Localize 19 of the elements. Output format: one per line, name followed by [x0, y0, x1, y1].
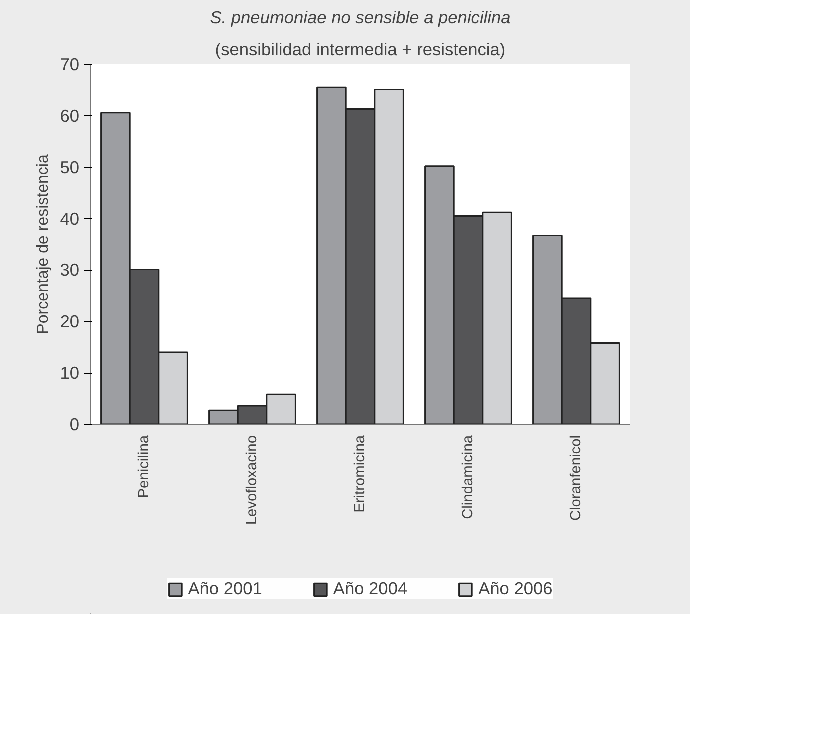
x-tick-label: Levofloxacino	[244, 435, 260, 526]
legend-label: Año 2001	[188, 578, 262, 600]
y-tick-label: 50	[60, 157, 80, 178]
x-tick-label: Penicilina	[136, 434, 152, 498]
y-tick-label: 30	[60, 260, 80, 280]
y-tick-label: 40	[60, 208, 80, 229]
y-tick-label: 0	[70, 414, 80, 434]
x-tick-label: Eritromicina	[352, 434, 368, 513]
x-tick-label: Clindamicina	[460, 434, 476, 520]
y-tick-label: 60	[60, 106, 80, 126]
legend-label: Año 2006	[478, 578, 553, 600]
chart-title: S. pneumoniae no sensible a penicilina	[210, 8, 512, 28]
chart-subtitle: (sensibilidad intermedia + resistencia)	[215, 40, 506, 60]
y-tick-label: 20	[60, 312, 80, 332]
y-axis-title: Porcentaje de resistencia	[35, 154, 52, 334]
y-tick-label: 70	[60, 54, 80, 74]
y-tick-label: 10	[60, 363, 80, 384]
x-tick-label: Cloranfenicol	[568, 435, 584, 522]
legend-label: Año 2004	[333, 578, 408, 600]
